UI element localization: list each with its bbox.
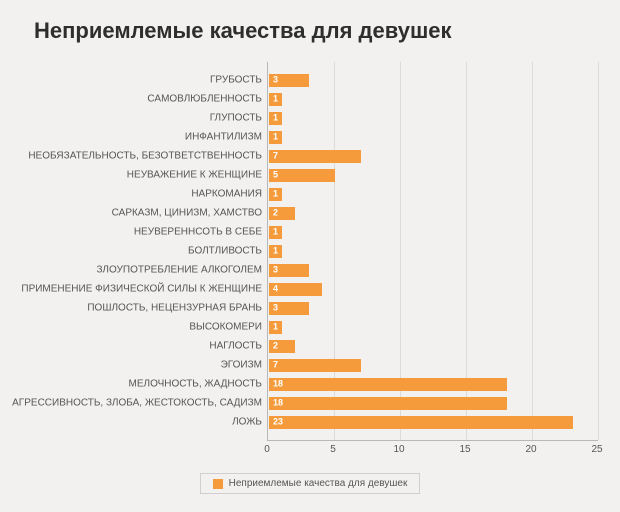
bar: 1 (269, 131, 282, 144)
bar-value-label: 1 (273, 190, 278, 199)
bar-row: ВЫСОКОМЕРИ1 (268, 318, 598, 337)
bar-value-label: 1 (273, 247, 278, 256)
bar-value-label: 7 (273, 152, 278, 161)
bar-row: АГРЕССИВНОСТЬ, ЗЛОБА, ЖЕСТОКОСТЬ, САДИЗМ… (268, 394, 598, 413)
bar-value-label: 3 (273, 304, 278, 313)
bar-row: НЕОБЯЗАТЕЛЬНОСТЬ, БЕЗОТВЕТСТВЕННОСТЬ7 (268, 147, 598, 166)
bar-row: НАГЛОСТЬ2 (268, 337, 598, 356)
bar-row: ЗЛОУПОТРЕБЛЕНИЕ АЛКОГОЛЕМ3 (268, 261, 598, 280)
chart-title: Неприемлемые качества для девушек (34, 18, 608, 44)
x-tick-label: 10 (393, 444, 404, 455)
bar-value-label: 4 (273, 285, 278, 294)
legend-swatch (213, 479, 223, 489)
chart-plot-area: ГРУБОСТЬ3САМОВЛЮБЛЕННОСТЬ1ГЛУПОСТЬ1ИНФАН… (267, 62, 598, 441)
category-label: НЕОБЯЗАТЕЛЬНОСТЬ, БЕЗОТВЕТСТВЕННОСТЬ (10, 151, 268, 162)
bar: 5 (269, 169, 335, 182)
category-label: МЕЛОЧНОСТЬ, ЖАДНОСТЬ (10, 379, 268, 390)
category-label: САРКАЗМ, ЦИНИЗМ, ХАМСТВО (10, 208, 268, 219)
category-label: НЕУВАЖЕНИЕ К ЖЕНЩИНЕ (10, 170, 268, 181)
bar-row: НАРКОМАНИЯ1 (268, 185, 598, 204)
bar: 23 (269, 416, 573, 429)
legend-label: Неприемлемые качества для девушек (229, 478, 408, 489)
bar: 1 (269, 226, 282, 239)
bar-value-label: 5 (273, 171, 278, 180)
category-label: АГРЕССИВНОСТЬ, ЗЛОБА, ЖЕСТОКОСТЬ, САДИЗМ (10, 398, 268, 409)
bar: 1 (269, 245, 282, 258)
category-label: ЭГОИЗМ (10, 360, 268, 371)
bar-row: САРКАЗМ, ЦИНИЗМ, ХАМСТВО2 (268, 204, 598, 223)
bar-row: НЕУВАЖЕНИЕ К ЖЕНЩИНЕ5 (268, 166, 598, 185)
legend: Неприемлемые качества для девушек (12, 473, 608, 494)
bar-value-label: 1 (273, 133, 278, 142)
bar-row: ЭГОИЗМ7 (268, 356, 598, 375)
bar: 1 (269, 321, 282, 334)
bar-value-label: 7 (273, 361, 278, 370)
bar-row: САМОВЛЮБЛЕННОСТЬ1 (268, 90, 598, 109)
grid-line (598, 62, 599, 440)
bar-row: ГРУБОСТЬ3 (268, 71, 598, 90)
bar-value-label: 18 (273, 399, 283, 408)
x-tick-label: 5 (330, 444, 336, 455)
bar: 18 (269, 378, 507, 391)
bar-value-label: 2 (273, 209, 278, 218)
bar-row: ЛОЖЬ23 (268, 413, 598, 432)
category-label: ПРИМЕНЕНИЕ ФИЗИЧЕСКОЙ СИЛЫ К ЖЕНЩИНЕ (10, 284, 268, 295)
bar: 3 (269, 74, 309, 87)
bar-row: ПОШЛОСТЬ, НЕЦЕНЗУРНАЯ БРАНЬ3 (268, 299, 598, 318)
bar-row: НЕУВЕРЕННСОТЬ В СЕБЕ1 (268, 223, 598, 242)
bar: 1 (269, 188, 282, 201)
bar-value-label: 3 (273, 76, 278, 85)
x-tick-label: 25 (591, 444, 602, 455)
category-label: ИНФАНТИЛИЗМ (10, 132, 268, 143)
bar: 18 (269, 397, 507, 410)
category-label: ЛОЖЬ (10, 417, 268, 428)
bar: 7 (269, 359, 361, 372)
category-label: БОЛТЛИВОСТЬ (10, 246, 268, 257)
bar-value-label: 23 (273, 418, 283, 427)
x-axis: 0510152025 (267, 441, 597, 459)
x-tick-label: 0 (264, 444, 270, 455)
bar-value-label: 18 (273, 380, 283, 389)
bar: 2 (269, 340, 295, 353)
bar: 1 (269, 93, 282, 106)
bar: 3 (269, 264, 309, 277)
bar-value-label: 2 (273, 342, 278, 351)
category-label: ЗЛОУПОТРЕБЛЕНИЕ АЛКОГОЛЕМ (10, 265, 268, 276)
bar-value-label: 3 (273, 266, 278, 275)
category-label: ГЛУПОСТЬ (10, 113, 268, 124)
legend-box: Неприемлемые качества для девушек (200, 473, 421, 494)
bar: 7 (269, 150, 361, 163)
x-tick-label: 20 (525, 444, 536, 455)
bar: 4 (269, 283, 322, 296)
bar-row: ПРИМЕНЕНИЕ ФИЗИЧЕСКОЙ СИЛЫ К ЖЕНЩИНЕ4 (268, 280, 598, 299)
chart-card: Неприемлемые качества для девушек ГРУБОС… (0, 0, 620, 512)
x-tick-label: 15 (459, 444, 470, 455)
category-label: ГРУБОСТЬ (10, 75, 268, 86)
bar: 3 (269, 302, 309, 315)
bar-row: БОЛТЛИВОСТЬ1 (268, 242, 598, 261)
bar-row: МЕЛОЧНОСТЬ, ЖАДНОСТЬ18 (268, 375, 598, 394)
bar: 1 (269, 112, 282, 125)
bar: 2 (269, 207, 295, 220)
bar-row: ГЛУПОСТЬ1 (268, 109, 598, 128)
category-label: САМОВЛЮБЛЕННОСТЬ (10, 94, 268, 105)
category-label: ПОШЛОСТЬ, НЕЦЕНЗУРНАЯ БРАНЬ (10, 303, 268, 314)
bar-value-label: 1 (273, 95, 278, 104)
bar-value-label: 1 (273, 228, 278, 237)
bar-value-label: 1 (273, 323, 278, 332)
bar-row: ИНФАНТИЛИЗМ1 (268, 128, 598, 147)
category-label: НАГЛОСТЬ (10, 341, 268, 352)
bar-value-label: 1 (273, 114, 278, 123)
category-label: НАРКОМАНИЯ (10, 189, 268, 200)
category-label: ВЫСОКОМЕРИ (10, 322, 268, 333)
category-label: НЕУВЕРЕННСОТЬ В СЕБЕ (10, 227, 268, 238)
